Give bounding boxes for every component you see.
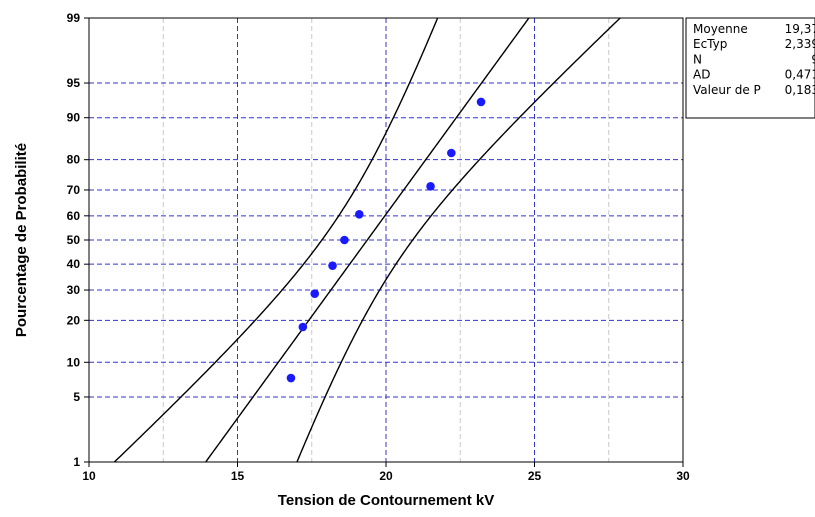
data-point <box>298 322 308 332</box>
x-tick-label: 30 <box>676 469 690 483</box>
x-ticks: 10 15 20 25 30 <box>82 462 690 483</box>
y-tick-label: 95 <box>67 76 81 90</box>
stats-label: EcTyp <box>693 37 727 51</box>
data-point <box>328 261 337 270</box>
y-tick-label: 50 <box>67 233 81 247</box>
minor-grid <box>162 18 610 462</box>
y-tick-label: 30 <box>67 283 81 297</box>
data-point <box>310 289 320 298</box>
y-tick-label: 70 <box>67 183 81 197</box>
x-tick-label: 20 <box>379 469 393 483</box>
y-ticks: 1 5 10 20 30 40 50 60 70 80 90 95 99 <box>67 11 89 469</box>
stats-table: Moyenne 19,37 EcTyp 2,339 N 9 AD 0,471 Valeur de… <box>685 17 815 119</box>
y-tick-label: 80 <box>67 153 81 167</box>
x-tick-label: 15 <box>231 469 245 483</box>
data-points <box>286 97 486 383</box>
y-tick-label: 99 <box>67 11 81 25</box>
data-point <box>354 210 364 219</box>
stats-value: 0,183 <box>785 83 815 97</box>
y-tick-label: 60 <box>67 209 81 223</box>
confidence-band-left <box>113 18 439 462</box>
stats-value: 0,471 <box>785 68 815 82</box>
y-tick-label: 1 <box>73 455 80 469</box>
curves <box>113 18 621 462</box>
x-tick-label: 10 <box>82 469 96 483</box>
data-point <box>476 97 486 107</box>
data-point <box>340 235 349 245</box>
y-tick-label: 10 <box>67 355 81 369</box>
y-tick-label: 40 <box>67 257 81 271</box>
y-tick-label: 20 <box>67 313 81 327</box>
stats-label: Valeur de P <box>693 83 761 97</box>
x-axis-title: Tension de Contournement kV <box>278 492 494 509</box>
data-point <box>426 182 435 191</box>
stats-label: Moyenne <box>693 22 748 36</box>
stats-label: AD <box>693 68 710 82</box>
stats-box <box>685 17 815 119</box>
y-tick-label: 90 <box>67 111 81 125</box>
confidence-band-right <box>296 18 621 462</box>
data-point <box>286 373 296 383</box>
stats-value: 9 <box>811 52 815 66</box>
x-tick-label: 25 <box>528 469 542 483</box>
y-tick-label: 5 <box>73 390 80 404</box>
stats-label: N <box>693 52 702 66</box>
fitted-line <box>205 18 530 462</box>
stats-value: 2,339 <box>785 37 815 51</box>
y-axis-title: Pourcentage de Probabilité <box>13 143 30 337</box>
stats-value: 19,37 <box>785 22 815 36</box>
data-point <box>447 148 456 158</box>
